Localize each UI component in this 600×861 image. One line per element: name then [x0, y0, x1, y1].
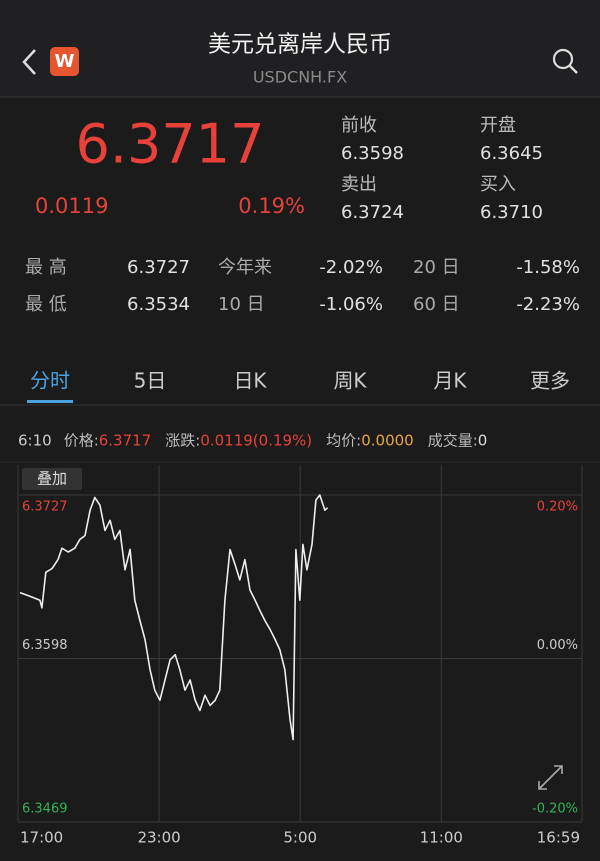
y2-tick-label: 0.20% [537, 500, 578, 515]
stat-label: 最 低 [25, 294, 67, 315]
stat-label: 20 日 [413, 257, 460, 278]
back-button[interactable] [22, 49, 36, 75]
x-tick-label: 17:00 [20, 829, 63, 847]
info-label: 价格: [64, 432, 99, 450]
info-time: 6:10 [18, 432, 52, 450]
header-bg [0, 0, 600, 97]
stat-value: 6.3727 [127, 257, 190, 278]
change-pct: 0.19% [238, 194, 305, 218]
x-tick-label: 5:00 [283, 829, 317, 847]
y2-tick-label: -0.20% [532, 802, 578, 817]
field-label: 前收 [341, 115, 377, 136]
tab-underline [27, 400, 73, 403]
field-label: 开盘 [480, 115, 516, 136]
field-label: 卖出 [341, 174, 377, 195]
y2-tick-label: 0.00% [537, 638, 578, 653]
field-label: 买入 [480, 174, 516, 195]
field-value: 6.3645 [480, 143, 543, 164]
logo-text: W [55, 51, 75, 72]
stat-label: 60 日 [413, 294, 460, 315]
price-line [19, 494, 329, 741]
tab[interactable]: 月K [433, 369, 467, 393]
overlay-button-label[interactable]: 叠加 [37, 470, 67, 488]
stat-value: 6.3534 [127, 294, 190, 315]
info-label: 涨跌: [165, 432, 200, 450]
overlay-button[interactable] [22, 468, 82, 490]
logo [50, 47, 79, 76]
y-tick-label: 6.3598 [22, 638, 68, 653]
tab[interactable]: 5日 [134, 369, 167, 393]
search-button[interactable] [552, 48, 578, 74]
x-tick-label: 16:59 [537, 829, 580, 847]
stat-value: -2.23% [516, 294, 580, 315]
x-tick-label: 23:00 [137, 829, 180, 847]
info-value: 0.0119(0.19%) [200, 432, 312, 450]
info-label: 成交量: [428, 432, 478, 450]
stat-label: 今年来 [218, 257, 272, 278]
stat-value: -2.02% [319, 257, 383, 278]
info-value: 6.3717 [99, 432, 152, 450]
stat-label: 10 日 [218, 294, 265, 315]
tab[interactable]: 周K [333, 369, 367, 393]
price: 6.3717 [76, 113, 265, 176]
expand-icon[interactable] [538, 765, 563, 790]
tab[interactable]: 日K [233, 369, 267, 393]
y-tick-label: 6.3727 [22, 500, 68, 515]
field-value: 6.3598 [341, 143, 404, 164]
title: 美元兑离岸人民币 [208, 32, 392, 58]
info-value: 0 [478, 432, 488, 450]
x-tick-label: 11:00 [420, 829, 463, 847]
stat-value: -1.58% [516, 257, 580, 278]
change: 0.0119 [35, 194, 108, 218]
field-value: 6.3724 [341, 202, 404, 223]
tab[interactable]: 分时 [30, 369, 70, 393]
info-value: 0.0000 [361, 432, 414, 450]
field-value: 6.3710 [480, 202, 543, 223]
stat-value: -1.06% [319, 294, 383, 315]
subtitle: USDCNH.FX [253, 68, 347, 87]
y-tick-label: 6.3469 [22, 802, 68, 817]
info-label: 均价: [326, 432, 361, 450]
tab[interactable]: 更多 [530, 369, 570, 393]
stat-label: 最 高 [25, 257, 67, 278]
